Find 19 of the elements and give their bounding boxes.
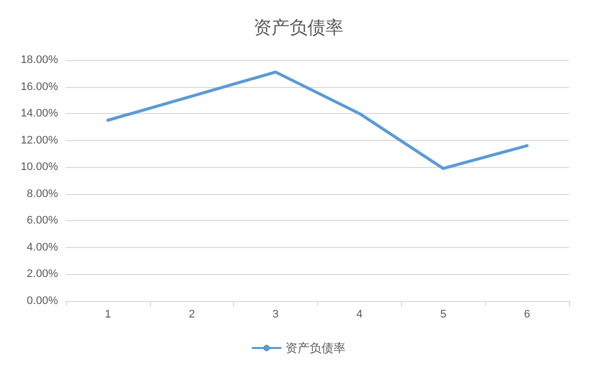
y-tick-label: 16.00%	[20, 80, 58, 93]
y-tick-label: 18.00%	[20, 54, 58, 66]
line-series	[106, 70, 529, 170]
x-tick-label: 6	[524, 308, 530, 320]
chart-title: 资产负债率	[254, 18, 344, 38]
y-tick-label: 8.00%	[26, 188, 58, 200]
y-tick-label: 4.00%	[26, 241, 58, 254]
legend-label: 资产负债率	[286, 341, 346, 355]
y-tick-label: 12.00%	[20, 134, 58, 146]
y-tick-label: 0.00%	[26, 295, 58, 307]
x-tick-label: 4	[356, 308, 362, 320]
x-tick-label: 1	[104, 308, 111, 320]
x-tick-label: 2	[188, 308, 195, 320]
y-tick-label: 6.00%	[26, 214, 58, 227]
y-tick-label: 2.00%	[26, 268, 58, 280]
x-tick-label: 3	[272, 308, 279, 320]
y-tick-label: 14.00%	[20, 108, 58, 120]
x-tick-label: 5	[440, 308, 446, 320]
y-tick-label: 10.00%	[20, 161, 58, 174]
